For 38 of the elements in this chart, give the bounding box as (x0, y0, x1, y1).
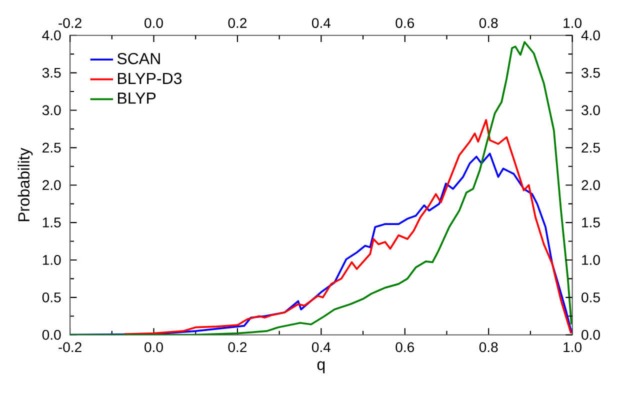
y2-tick-label: 4.0 (581, 30, 600, 40)
y-tick-label: 1.0 (42, 254, 61, 265)
x-tick-label: 1.0 (564, 18, 582, 28)
y2-tick-label: 1.0 (582, 254, 600, 265)
x-tick-label: 0.0 (144, 18, 163, 28)
y2-tick-label: 0.0 (582, 330, 600, 340)
y-tick-label: 3.5 (42, 68, 61, 78)
x-tick-label: 0.2 (228, 18, 246, 28)
y-axis-title: Probability (18, 148, 33, 222)
y-tick-label: 0.5 (42, 292, 61, 302)
y-tick-label: 2.0 (42, 180, 61, 190)
y-tick-label: 2.5 (42, 142, 61, 153)
y2-tick-label: 2.5 (582, 142, 600, 153)
y-tick-label: 3.0 (42, 105, 61, 116)
x-tick-label: 0.4 (312, 18, 330, 28)
x2-tick-label: -0.2 (58, 342, 82, 352)
y2-tick-label: 3.5 (582, 68, 600, 78)
y2-tick-label: 0.5 (582, 292, 600, 302)
line-series (124, 118, 572, 335)
y2-tick-label: 1.5 (582, 218, 600, 228)
x2-tick-label: 1.0 (564, 342, 582, 352)
y2-tick-label: 2.0 (582, 180, 600, 190)
x2-tick-label: 0.8 (479, 342, 498, 352)
y-tick-label: 0.0 (42, 330, 61, 340)
x-tick-label: -0.2 (58, 18, 82, 28)
x-axis-title: q (317, 361, 325, 374)
x2-tick-label: 0.2 (228, 342, 246, 352)
x-tick-label: 0.6 (396, 18, 414, 28)
x2-tick-label: 0.0 (144, 342, 163, 352)
x2-tick-label: 0.6 (396, 342, 414, 352)
y-tick-label: 1.5 (42, 218, 61, 228)
legend-label: BLYP (118, 92, 156, 104)
y-tick-label: 4.0 (42, 30, 61, 40)
y2-tick-label: 3.0 (582, 105, 600, 116)
x-tick-label: 0.8 (479, 18, 498, 28)
x2-tick-label: 0.4 (312, 342, 330, 352)
legend-label: BLYP-D3 (118, 72, 182, 84)
legend-label: SCAN (117, 52, 160, 64)
